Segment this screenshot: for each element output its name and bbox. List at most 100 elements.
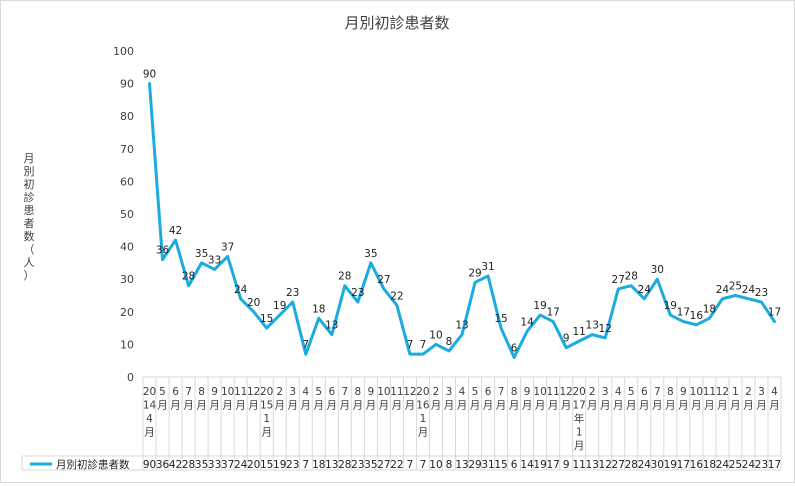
x-tick-label-line: 月 <box>301 400 312 412</box>
table-cell-value: 27 <box>612 459 625 471</box>
table-cell-value: 23 <box>351 459 364 471</box>
x-tick-label-line: 8 <box>354 386 361 398</box>
x-tick-label-line: 12 <box>247 386 260 398</box>
x-tick-label-line: 17 <box>572 400 585 412</box>
x-tick-label-line: 9 <box>368 386 375 398</box>
x-tick-label-line: 月 <box>457 400 468 412</box>
x-tick-label-line: 6 <box>641 386 648 398</box>
x-tick-label-line: 月 <box>769 400 780 412</box>
x-tick-label-line: 7 <box>341 386 348 398</box>
data-label: 33 <box>208 254 221 266</box>
x-tick-label: 10月 <box>533 386 546 412</box>
data-label: 11 <box>572 326 585 338</box>
x-tick-label-line: 4 <box>459 386 466 398</box>
data-label: 13 <box>455 320 468 332</box>
x-tick-label-line: 8 <box>511 386 518 398</box>
y-tick-label: 70 <box>120 143 134 156</box>
x-tick-label-line: 月 <box>248 400 259 412</box>
y-tick-label: 0 <box>127 371 134 384</box>
x-tick-label-line: 3 <box>289 386 296 398</box>
x-tick-label-line: 月 <box>613 400 624 412</box>
x-tick-label-line: 月 <box>314 400 325 412</box>
table-cell-value: 24 <box>234 459 248 471</box>
x-tick-label-line: 7 <box>654 386 661 398</box>
x-tick-label-line: 月 <box>405 400 416 412</box>
x-tick-label-line: 月 <box>418 427 429 439</box>
x-tick-label-line: 月 <box>392 400 403 412</box>
data-label: 8 <box>446 336 453 348</box>
data-label: 17 <box>768 307 781 319</box>
x-tick-label: 12月 <box>403 386 416 412</box>
x-tick-label-line: 12 <box>559 386 572 398</box>
x-tick-label-line: 3 <box>446 386 453 398</box>
y-axis-label-char: 人 <box>24 256 35 269</box>
x-tick-label-line: 1 <box>420 413 427 425</box>
x-tick-label-line: 9 <box>524 386 531 398</box>
x-tick-label-line: 月 <box>157 400 168 412</box>
table-cell-value: 24 <box>742 459 756 471</box>
data-label: 24 <box>234 284 248 296</box>
x-tick-label-line: 7 <box>498 386 505 398</box>
data-label: 13 <box>586 320 599 332</box>
x-tick-label-line: 10 <box>533 386 546 398</box>
x-tick-label-line: 2 <box>589 386 596 398</box>
data-label: 6 <box>511 342 518 354</box>
data-label: 27 <box>377 274 390 286</box>
x-tick-label: 12月 <box>716 386 729 412</box>
data-label: 35 <box>195 248 208 260</box>
table-cell-value: 7 <box>302 459 309 471</box>
data-label: 90 <box>143 69 156 81</box>
data-label: 25 <box>729 281 742 293</box>
data-label: 24 <box>716 284 730 296</box>
table-cell-value: 16 <box>690 459 704 471</box>
data-label: 12 <box>599 323 612 335</box>
data-label: 42 <box>169 225 182 237</box>
x-tick-label-line: 月 <box>444 400 455 412</box>
y-tick-label: 80 <box>120 110 134 123</box>
data-label: 28 <box>338 271 351 283</box>
x-tick-label-line: 4 <box>302 386 309 398</box>
x-tick-label-line: 7 <box>185 386 192 398</box>
data-label: 18 <box>312 303 325 315</box>
table-cell-value: 42 <box>169 459 182 471</box>
data-label: 22 <box>390 290 403 302</box>
table-cell-value: 19 <box>533 459 546 471</box>
x-tick-label-line: 月 <box>561 400 572 412</box>
table-cell-value: 22 <box>390 459 403 471</box>
x-tick-label: 11月 <box>703 386 716 412</box>
y-tick-label: 50 <box>120 208 134 221</box>
data-label: 17 <box>546 307 559 319</box>
table-cell-value: 28 <box>338 459 351 471</box>
y-axis-label-char: （ <box>24 243 35 256</box>
table-cell-value: 17 <box>677 459 690 471</box>
y-tick-label: 60 <box>120 175 134 188</box>
table-cell-value: 7 <box>407 459 414 471</box>
table-cell-value: 17 <box>768 459 781 471</box>
x-tick-label-line: 月 <box>509 400 520 412</box>
x-tick-label: 12 月 <box>559 386 572 412</box>
x-tick-label-line: 8 <box>667 386 674 398</box>
data-label: 19 <box>664 300 677 312</box>
x-tick-label: 10月 <box>377 386 390 412</box>
y-tick-label: 100 <box>113 45 134 58</box>
x-tick-label-line: 10 <box>221 386 234 398</box>
x-tick-label-line: 16 <box>416 400 430 412</box>
x-tick-label-line: 6 <box>172 386 179 398</box>
table-cell-value: 24 <box>716 459 730 471</box>
x-tick-label-line: 月 <box>600 400 611 412</box>
x-tick-label-line: 3 <box>602 386 609 398</box>
data-label: 19 <box>273 300 286 312</box>
table-cell-value: 23 <box>755 459 768 471</box>
table-cell-value: 15 <box>260 459 273 471</box>
table-cell-value: 7 <box>420 459 427 471</box>
table-cell-value: 25 <box>729 459 742 471</box>
data-label: 18 <box>703 303 716 315</box>
x-tick-label-line: 月 <box>483 400 494 412</box>
y-axis-label-char: 別 <box>24 165 35 178</box>
data-label: 23 <box>351 287 364 299</box>
x-tick-label: 11月 <box>234 386 247 412</box>
x-tick-label-line: 11 <box>546 386 559 398</box>
data-label: 7 <box>407 339 414 351</box>
x-tick-label-line: 月 <box>209 400 220 412</box>
